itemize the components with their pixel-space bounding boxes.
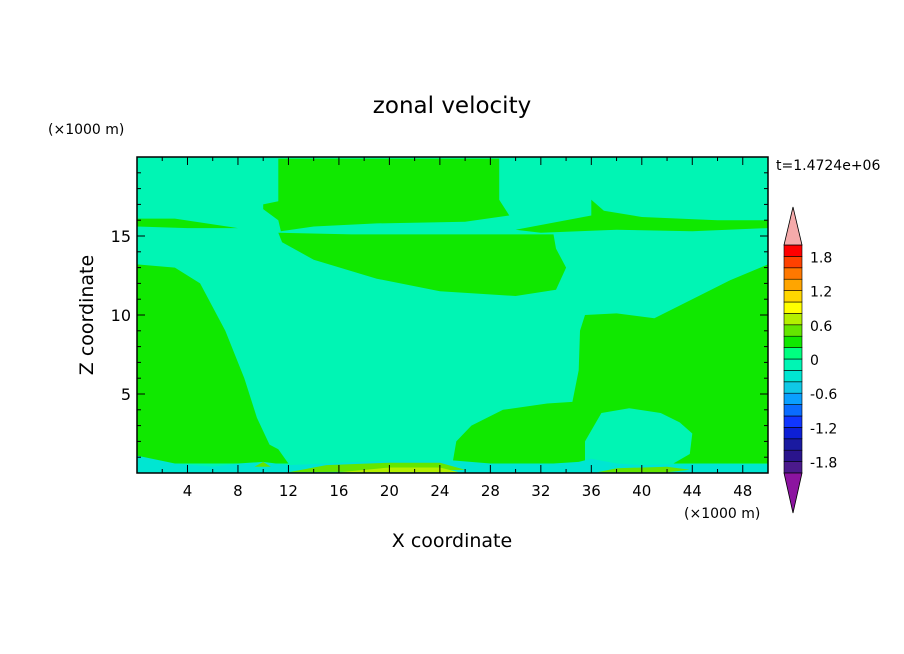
- x-tick-label-8: 36: [582, 482, 601, 500]
- colorbar-tick-label-5: 1.2: [810, 285, 832, 301]
- colorbar-swatch-16: [783, 278, 803, 291]
- colorbar-tick-label-2: -0.6: [810, 387, 837, 403]
- colorbar-tick-label-6: 1.8: [810, 250, 832, 266]
- colorbar-swatch-15: [783, 290, 803, 303]
- colorbar-swatch-7: [783, 381, 803, 394]
- contour-region-1: [263, 158, 510, 232]
- colorbar-under-triangle: [783, 472, 803, 514]
- contour-region-3: [137, 218, 238, 229]
- contour-region-10: [338, 467, 459, 473]
- contour-region-5: [452, 264, 768, 464]
- colorbar-tick-label-0: -1.8: [810, 456, 837, 472]
- y-axis-ticks: 5 10 15: [111, 172, 768, 458]
- colorbar-swatch-19: [783, 244, 803, 257]
- colorbar-tick-label-4: 0.6: [810, 319, 832, 335]
- x-axis-label: X coordinate: [392, 530, 512, 552]
- x-tick-label-11: 48: [733, 482, 752, 500]
- colorbar-swatch-2: [783, 438, 803, 451]
- x-tick-label-7: 32: [531, 482, 550, 500]
- x-tick-label-1: 8: [233, 482, 243, 500]
- x-tick-label-6: 28: [481, 482, 500, 500]
- contour-region-11: [254, 461, 271, 467]
- x-tick-label-4: 20: [380, 482, 399, 500]
- colorbar-swatch-4: [783, 415, 803, 428]
- contour-regions: [137, 158, 768, 473]
- colorbar-swatch-11: [783, 335, 803, 348]
- colorbar-swatch-9: [783, 358, 803, 371]
- colorbar-swatch-6: [783, 392, 803, 405]
- contour-region-4: [515, 158, 768, 233]
- colorbar-swatch-3: [783, 427, 803, 440]
- colorbar-swatch-10: [783, 347, 803, 360]
- colorbar-swatch-18: [783, 256, 803, 269]
- chart-title: zonal velocity: [373, 93, 531, 119]
- x-tick-label-3: 16: [329, 482, 348, 500]
- x-tick-label-5: 24: [430, 482, 449, 500]
- y-unit-label: (×1000 m): [48, 122, 124, 138]
- colorbar-swatch-1: [783, 449, 803, 462]
- contour-region-2: [278, 232, 567, 296]
- y-axis-label: Z coordinate: [76, 255, 98, 375]
- colorbar-swatch-8: [783, 370, 803, 383]
- x-axis-ticks: 4 8 12 16 20 24 28 32 36 40 44 48: [161, 157, 752, 500]
- contour-region-0: [137, 264, 289, 464]
- y-tick-label-1: 10: [111, 306, 131, 325]
- colorbar-swatch-17: [783, 267, 803, 280]
- colorbar-swatch-14: [783, 301, 803, 314]
- colorbar-swatch-0: [783, 461, 803, 474]
- x-tick-label-2: 12: [279, 482, 298, 500]
- x-tick-label-10: 44: [683, 482, 702, 500]
- contour-region-6: [585, 408, 693, 464]
- y-tick-label-0: 5: [121, 385, 131, 404]
- colorbar-swatch-12: [783, 324, 803, 337]
- colorbar: -1.8 -1.2 -0.6 0 0.6 1.2 1.8: [783, 206, 837, 514]
- x-unit-label: (×1000 m): [684, 506, 760, 522]
- colorbar-over-triangle: [783, 206, 803, 246]
- colorbar-tick-label-1: -1.2: [810, 421, 837, 437]
- colorbar-swatch-5: [783, 404, 803, 417]
- y-tick-label-2: 15: [111, 227, 131, 246]
- colorbar-tick-label-3: 0: [810, 353, 819, 369]
- contour-region-7: [137, 455, 768, 473]
- x-tick-label-9: 40: [632, 482, 651, 500]
- time-label: t=1.4724e+06: [776, 158, 880, 174]
- x-tick-label-0: 4: [183, 482, 193, 500]
- colorbar-swatch-13: [783, 313, 803, 326]
